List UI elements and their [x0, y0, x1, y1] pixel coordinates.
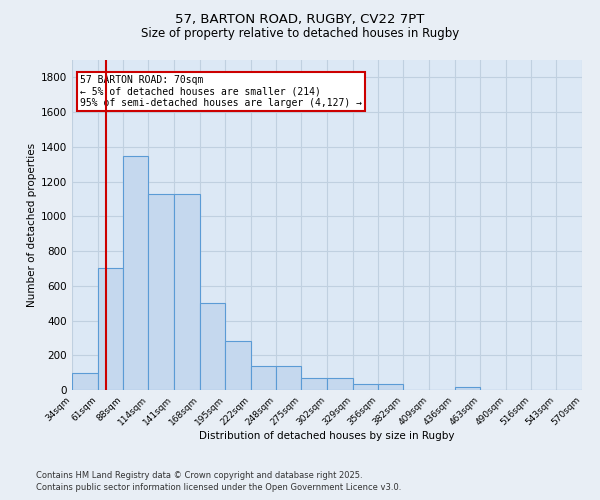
- Bar: [455, 386, 480, 390]
- Text: 57 BARTON ROAD: 70sqm
← 5% of detached houses are smaller (214)
95% of semi-deta: 57 BARTON ROAD: 70sqm ← 5% of detached h…: [80, 75, 362, 108]
- Text: 57, BARTON ROAD, RUGBY, CV22 7PT: 57, BARTON ROAD, RUGBY, CV22 7PT: [175, 12, 425, 26]
- Bar: [225, 342, 251, 390]
- Text: Size of property relative to detached houses in Rugby: Size of property relative to detached ho…: [141, 28, 459, 40]
- X-axis label: Distribution of detached houses by size in Rugby: Distribution of detached houses by size …: [199, 431, 455, 441]
- Bar: [327, 378, 353, 390]
- Bar: [72, 372, 98, 390]
- Bar: [353, 384, 379, 390]
- Bar: [379, 384, 403, 390]
- Bar: [275, 366, 301, 390]
- Bar: [199, 303, 225, 390]
- Text: Contains HM Land Registry data © Crown copyright and database right 2025.: Contains HM Land Registry data © Crown c…: [36, 471, 362, 480]
- Bar: [98, 268, 124, 390]
- Bar: [148, 194, 174, 390]
- Bar: [174, 194, 199, 390]
- Bar: [301, 378, 327, 390]
- Bar: [251, 366, 275, 390]
- Text: Contains public sector information licensed under the Open Government Licence v3: Contains public sector information licen…: [36, 484, 401, 492]
- Y-axis label: Number of detached properties: Number of detached properties: [27, 143, 37, 307]
- Bar: [124, 156, 148, 390]
